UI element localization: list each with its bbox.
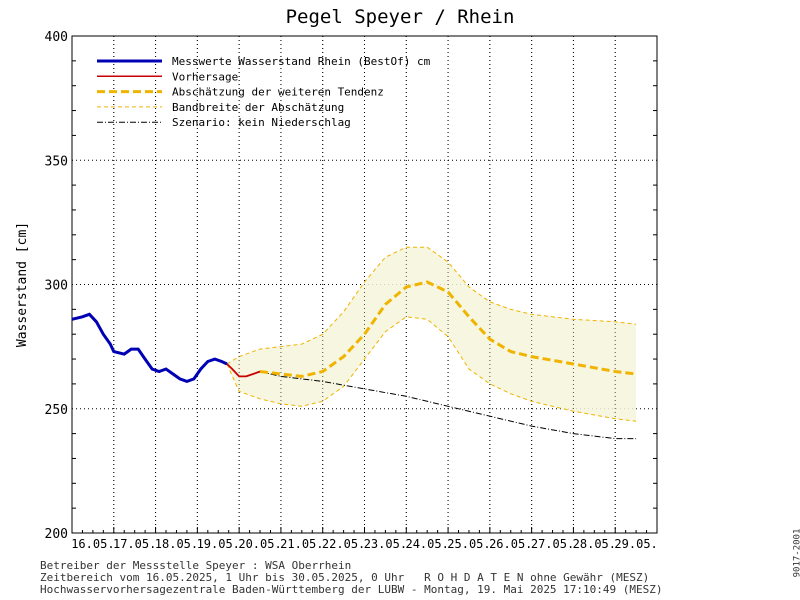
x-tick-label: 21.05. bbox=[280, 537, 323, 551]
series-scenario-line bbox=[259, 371, 637, 440]
x-tick-label: 27.05. bbox=[531, 537, 574, 551]
legend-label: Abschätzung der weiteren Tendenz bbox=[172, 86, 384, 99]
x-tick-label: 22.05. bbox=[322, 537, 365, 551]
legend-label: Messwerte Wasserstand Rhein (BestOf) cm bbox=[172, 55, 431, 68]
chart-title: Pegel Speyer / Rhein bbox=[286, 6, 515, 28]
x-tick-label: 29.05. bbox=[614, 537, 657, 551]
x-tick-label: 24.05. bbox=[405, 537, 448, 551]
x-tick-label: 26.05. bbox=[489, 537, 532, 551]
x-tick-label: 18.05. bbox=[155, 537, 198, 551]
series-measured-line bbox=[71, 312, 228, 383]
y-tick-label: 300 bbox=[45, 279, 68, 294]
x-tick-label: 28.05. bbox=[573, 537, 616, 551]
footer-source: Hochwasservorhersagezentrale Baden-Württ… bbox=[40, 583, 663, 596]
x-tick-label: 20.05. bbox=[238, 537, 281, 551]
x-tick-label: 19.05. bbox=[197, 537, 240, 551]
x-tick-label: 17.05. bbox=[113, 537, 156, 551]
y-tick-label: 400 bbox=[45, 30, 68, 45]
x-tick-label: 23.05. bbox=[364, 537, 407, 551]
x-tick-label: 16.05. bbox=[71, 537, 114, 551]
series-forecast-line bbox=[226, 363, 261, 378]
series-tendency-line bbox=[259, 280, 637, 378]
y-tick-label: 200 bbox=[45, 527, 68, 542]
x-tick-label: 25.05. bbox=[447, 537, 490, 551]
legend-label: Vorhersage bbox=[172, 70, 238, 83]
band-area bbox=[227, 247, 637, 422]
legend-label: Szenario: kein Niederschlag bbox=[172, 116, 351, 129]
y-tick-label: 350 bbox=[45, 154, 68, 169]
legend-label: Bandbreite der Abschätzung bbox=[172, 101, 344, 114]
y-axis-label: Wasserstand [cm] bbox=[15, 222, 30, 347]
side-code: 9017-2001 bbox=[792, 528, 800, 578]
y-tick-label: 250 bbox=[45, 403, 68, 418]
band-upper-line bbox=[226, 246, 637, 365]
footer-operator: Betreiber der Messstelle Speyer : WSA Ob… bbox=[40, 559, 352, 572]
band-lower-line bbox=[226, 316, 637, 422]
footer-time-range: Zeitbereich vom 16.05.2025, 1 Uhr bis 30… bbox=[40, 571, 650, 584]
